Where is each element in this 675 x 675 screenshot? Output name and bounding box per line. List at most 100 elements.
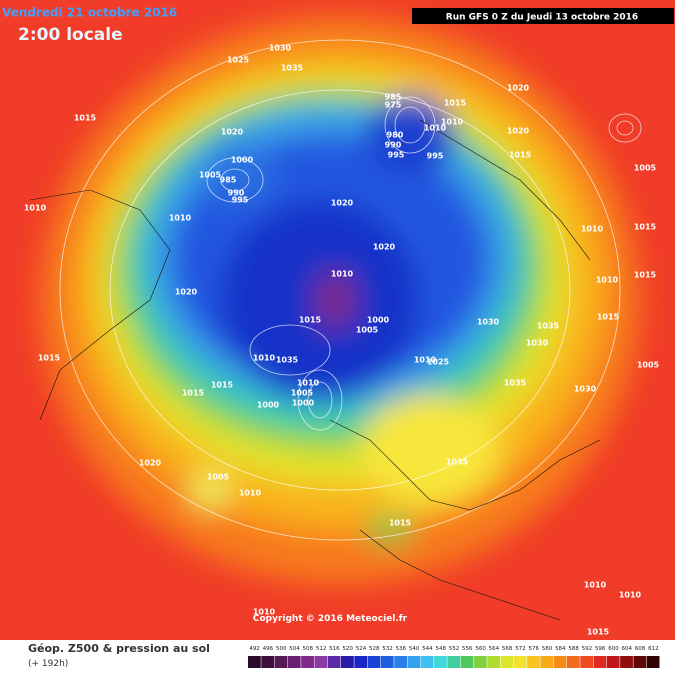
scale-cell — [540, 656, 554, 668]
scale-label: 520 — [342, 646, 353, 652]
forecast-date: Vendredi 21 octobre 2016 — [2, 6, 177, 20]
pressure-label: 990 — [385, 141, 402, 150]
pressure-label: 975 — [385, 101, 402, 110]
scale-cell — [248, 656, 261, 668]
pressure-label: 1000 — [257, 401, 280, 410]
pressure-label: 1005 — [356, 326, 379, 335]
scale-label: 580 — [542, 646, 553, 652]
scale-cell — [500, 656, 514, 668]
pressure-label: 1020 — [507, 127, 530, 136]
scale-label: 544 — [422, 646, 433, 652]
scale-cell — [287, 656, 301, 668]
pressure-label: 1015 — [182, 389, 205, 398]
scale-cell — [314, 656, 328, 668]
pressure-label: 1005 — [634, 164, 657, 173]
run-info: Run GFS 0 Z du Jeudi 13 octobre 2016 — [446, 13, 638, 23]
pressure-label: 1020 — [139, 459, 162, 468]
scale-label: 604 — [622, 646, 633, 652]
pressure-label: 1000 — [292, 399, 315, 408]
scale-label: 512 — [316, 646, 327, 652]
pressure-label: 995 — [388, 151, 405, 160]
scale-cell — [354, 656, 368, 668]
pressure-label: 1010 — [239, 489, 262, 498]
pressure-label: 1030 — [526, 339, 549, 348]
pressure-label: 1020 — [175, 288, 198, 297]
pressure-label: 1020 — [331, 199, 354, 208]
scale-label: 536 — [396, 646, 407, 652]
scale-cell — [341, 656, 354, 668]
scale-cell — [367, 656, 381, 668]
scale-label: 600 — [608, 646, 619, 652]
scale-label: 612 — [648, 646, 659, 652]
scale-cell — [473, 656, 487, 668]
pressure-label: 1030 — [477, 318, 500, 327]
pressure-label: 1035 — [446, 458, 469, 467]
run-banner — [412, 8, 674, 24]
scale-cell — [620, 656, 633, 668]
scale-label: 564 — [489, 646, 500, 652]
pressure-label: 980 — [387, 131, 404, 140]
scale-cell — [420, 656, 434, 668]
pressure-label: 1030 — [574, 385, 597, 394]
pressure-label: 995 — [427, 152, 444, 161]
scale-label: 596 — [595, 646, 606, 652]
scale-label: 592 — [582, 646, 593, 652]
lead-time: (+ 192h) — [28, 659, 68, 669]
pressure-label: 1015 — [509, 151, 532, 160]
scale-label: 576 — [528, 646, 539, 652]
scale-label: 608 — [635, 646, 646, 652]
scale-label: 524 — [356, 646, 367, 652]
pressure-label: 1010 — [253, 608, 276, 617]
pressure-label: 1010 — [169, 214, 192, 223]
pressure-label: 1010 — [24, 204, 47, 213]
scale-cell — [261, 656, 275, 668]
scale-label: 568 — [502, 646, 513, 652]
pressure-label: 1010 — [424, 124, 447, 133]
scale-label: 540 — [409, 646, 420, 652]
scale-cell — [593, 656, 607, 668]
scale-cell — [460, 656, 474, 668]
copyright: Copyright © 2016 Meteociel.fr — [253, 614, 408, 624]
pressure-label: 1000 — [231, 156, 254, 165]
pressure-label: 1010 — [414, 356, 437, 365]
pressure-label: 1035 — [504, 379, 527, 388]
scale-label: 532 — [382, 646, 393, 652]
pressure-label: 985 — [385, 93, 402, 102]
scale-cell — [434, 656, 447, 668]
legend-title: Géop. Z500 & pression au sol — [28, 642, 210, 655]
scale-cell — [527, 656, 540, 668]
pressure-label: 995 — [232, 196, 249, 205]
pressure-label: 1010 — [584, 581, 607, 590]
scale-cell — [566, 656, 580, 668]
pressure-label: 1020 — [507, 84, 530, 93]
coastlines — [29, 119, 601, 621]
pressure-label: 1015 — [444, 99, 467, 108]
pressure-label: 1010 — [581, 225, 604, 234]
pressure-label: 1015 — [634, 271, 657, 280]
pressure-label: 990 — [228, 189, 245, 198]
pressure-label: 1015 — [74, 114, 97, 123]
scale-label: 504 — [289, 646, 300, 652]
pressure-label: 1010 — [441, 118, 464, 127]
pressure-label: 1000 — [367, 316, 390, 325]
pressure-label: 1005 — [637, 361, 660, 370]
pressure-label: 1025 — [427, 358, 450, 367]
pressure-label: 1005 — [207, 473, 230, 482]
pressure-label: 1010 — [297, 379, 320, 388]
scale-cell — [487, 656, 501, 668]
scale-label: 496 — [263, 646, 274, 652]
pressure-label: 1035 — [537, 322, 560, 331]
scale-cell — [447, 656, 461, 668]
scale-cell — [646, 656, 660, 668]
pressure-label: 1005 — [199, 171, 222, 180]
scale-label: 552 — [449, 646, 460, 652]
pressure-label: 1015 — [634, 223, 657, 232]
scale-label: 500 — [276, 646, 287, 652]
scale-label: 516 — [329, 646, 340, 652]
scale-label: 584 — [555, 646, 566, 652]
scale-label: 556 — [462, 646, 473, 652]
scale-label: 572 — [515, 646, 526, 652]
pressure-label: 1015 — [597, 313, 620, 322]
scale-cell — [407, 656, 421, 668]
